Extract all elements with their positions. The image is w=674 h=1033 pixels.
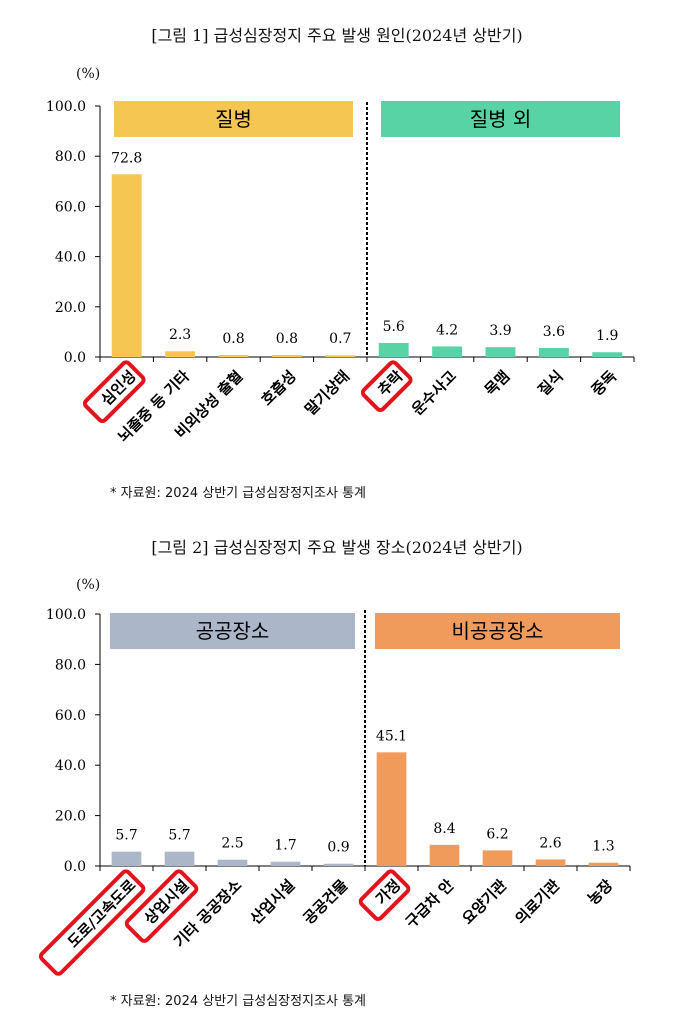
chart1-unit-label: (%) [76,66,101,82]
bar-비외상성 출혈 [218,354,249,357]
category-label: 도로/고속도로 [64,876,139,951]
category-label-group: 도로/고속도로 [38,869,146,976]
bar-도로/고속도로 [111,851,142,866]
category-label-group: 농장 [584,876,616,908]
bar-요양기관 [482,850,513,866]
value-label: 72.8 [111,150,142,166]
category-label-group: 가정 [358,869,411,921]
chart1-plot: 100.080.060.040.020.00.0질병72.8심인성2.3뇌졸중 … [46,99,635,446]
chart2-unit-label: (%) [76,577,101,593]
category-label: 의료기관 [512,876,564,928]
value-label: 1.7 [274,838,296,854]
value-label: 1.9 [596,328,618,344]
bar-가정 [376,752,407,866]
value-label: 1.3 [592,839,614,855]
highlight-box [124,869,199,943]
y-tick-label: 40.0 [55,758,86,774]
value-label: 2.3 [169,327,191,343]
y-tick-label: 40.0 [55,250,86,266]
group-band-0 [114,101,353,137]
bar-뇌졸중 등 기타 [165,351,196,357]
y-tick-label: 60.0 [55,708,86,724]
bar-질식 [538,347,569,357]
y-tick-label: 60.0 [55,199,86,215]
category-label: 요양기관 [459,876,511,928]
bar-상업시설 [164,851,195,866]
y-tick-label: 0.0 [64,859,86,875]
category-label-group: 산업시설 [247,876,299,928]
value-label: 6.2 [486,826,508,842]
chart2-source: * 자료원: 2024 상반기 급성심장정지조사 통계 [110,994,366,1009]
category-label: 농장 [584,876,616,908]
value-label: 2.5 [221,836,243,852]
chart2-plot: 100.0 80.0 60.0 40.0 20.0 0.0 공공장소 5.7 도로/고속도로 5.… [38,607,631,976]
bar-호흡성 [271,354,302,357]
category-label-group: 요양기관 [459,876,511,928]
category-label: 산업시설 [247,876,299,928]
value-label: 0.8 [276,331,298,347]
group-band-1 [381,101,620,137]
y-tick-label: 0.0 [64,350,86,366]
bar-말기상태 [325,355,356,357]
value-label: 45.1 [376,728,407,744]
value-label: 2.6 [539,835,561,851]
bar-추락 [378,342,409,357]
bar-중독 [592,352,623,357]
y-tick-label: 80.0 [55,149,86,165]
group-band-1 [375,613,620,649]
group-band-label: 질병 외 [470,107,532,131]
value-label: 3.9 [489,323,511,339]
value-label: 3.6 [543,324,565,340]
bar-공공건물 [323,863,354,866]
bar-의료기관 [535,859,566,866]
category-label: 구급차 안 [402,876,458,932]
value-label: 0.9 [327,840,349,856]
highlight-box [82,360,146,423]
highlight-box [358,869,411,921]
value-label: 0.8 [222,331,244,347]
group-band-0 [110,613,355,649]
highlight-box [360,360,413,412]
bar-산업시설 [270,861,301,866]
y-tick-label: 100.0 [46,99,86,115]
group-band-label: 공공장소 [196,619,270,643]
y-tick-label: 20.0 [55,809,86,825]
category-label: 공공건물 [300,876,352,928]
group-band-label: 질병 [215,107,252,131]
value-label: 5.6 [383,319,405,335]
bar-심인성 [111,174,142,357]
y-tick-label: 20.0 [55,300,86,316]
y-tick-label: 80.0 [55,657,86,673]
bar-기타 공공장소 [217,859,248,866]
value-label: 5.7 [168,828,190,844]
category-label-group: 의료기관 [512,876,564,928]
highlight-box [38,869,146,976]
y-tick-label: 100.0 [46,607,86,623]
bar-운수사고 [432,346,463,357]
value-label: 4.2 [436,322,458,338]
value-label: 8.4 [433,821,455,837]
bar-목맴 [485,347,516,357]
bar-농장 [588,862,619,866]
group-band-label: 비공공장소 [452,619,544,643]
chart1-title: [그림 1] 급성심장정지 주요 발생 원인(2024년 상반기) [151,26,523,45]
value-label: 5.7 [115,828,137,844]
chart2-title: [그림 2] 급성심장정지 주요 발생 장소(2024년 상반기) [151,538,523,557]
chart1-source: * 자료원: 2024 상반기 급성심장정지조사 통계 [110,486,366,501]
value-label: 0.7 [329,331,351,347]
bar-구급차 안 [429,844,460,866]
category-label-group: 구급차 안 [402,876,458,932]
category-label-group: 공공건물 [300,876,352,928]
